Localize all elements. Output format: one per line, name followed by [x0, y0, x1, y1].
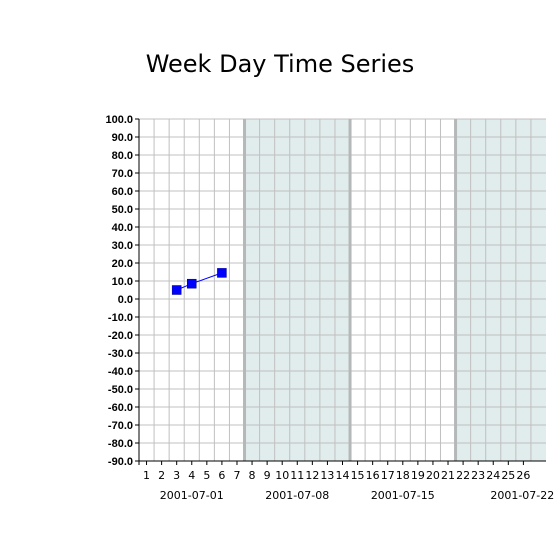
x-tick-label: 15 [351, 469, 365, 482]
y-tick-label: 80.0 [112, 150, 133, 162]
week-date-label: 2001-07-08 [265, 489, 329, 502]
y-tick-label: -80.0 [108, 438, 133, 450]
week-date-label: 2001-07-22 [490, 489, 554, 502]
x-tick-label: 25 [501, 469, 515, 482]
x-tick-label: 20 [426, 469, 440, 482]
y-tick-label: -20.0 [108, 330, 133, 342]
y-tick-label: -60.0 [108, 402, 133, 414]
data-point-marker [187, 278, 197, 289]
x-tick-label: 13 [320, 469, 334, 482]
x-tick-label: 21 [441, 469, 455, 482]
x-tick-label: 6 [218, 469, 225, 482]
x-tick-label: 14 [336, 469, 350, 482]
x-tick-label: 4 [188, 469, 195, 482]
data-point-marker [171, 285, 182, 295]
y-tick-label: 50.0 [112, 204, 133, 216]
x-tick-label: 19 [411, 469, 425, 482]
y-tick-label: -70.0 [108, 420, 133, 432]
y-tick-label: 30.0 [112, 240, 133, 252]
y-tick-label: -50.0 [108, 384, 133, 396]
y-tick-label: 60.0 [112, 186, 133, 198]
x-tick-label: 1 [143, 469, 150, 482]
y-tick-label: 70.0 [112, 168, 133, 180]
chart-title: Week Day Time Series [145, 50, 415, 78]
x-tick-label: 23 [471, 469, 485, 482]
x-tick-label: 3 [173, 469, 180, 482]
x-tick-label: 10 [275, 469, 289, 482]
y-tick-label: 40.0 [112, 222, 133, 234]
y-tick-label: 90.0 [112, 132, 133, 144]
y-tick-label: -30.0 [108, 348, 133, 360]
y-tick-label: -10.0 [108, 312, 133, 324]
y-tick-label: -90.0 [108, 456, 133, 468]
week-date-label: 2001-07-15 [371, 489, 435, 502]
x-tick-label: 17 [381, 469, 395, 482]
x-tick-label: 5 [203, 469, 210, 482]
x-tick-label: 16 [366, 469, 380, 482]
x-tick-label: 11 [290, 469, 304, 482]
x-tick-label: 8 [249, 469, 256, 482]
y-tick-label: 10.0 [112, 276, 133, 288]
y-tick-label: 0.0 [118, 294, 133, 306]
y-tick-label: 100.0 [105, 114, 133, 126]
x-tick-label: 18 [396, 469, 410, 482]
data-point-marker [217, 268, 227, 278]
week-date-label: 2001-07-01 [160, 489, 224, 502]
x-tick-label: 22 [456, 469, 470, 482]
x-tick-label: 7 [233, 469, 240, 482]
x-tick-label: 24 [486, 469, 500, 482]
y-tick-label: -40.0 [108, 366, 133, 378]
x-tick-label: 9 [264, 469, 271, 482]
y-tick-label: 20.0 [112, 258, 133, 270]
x-tick-label: 12 [305, 469, 319, 482]
x-tick-label: 2 [158, 469, 165, 482]
x-tick-label: 26 [516, 469, 530, 482]
shaded-week-band [244, 119, 351, 461]
